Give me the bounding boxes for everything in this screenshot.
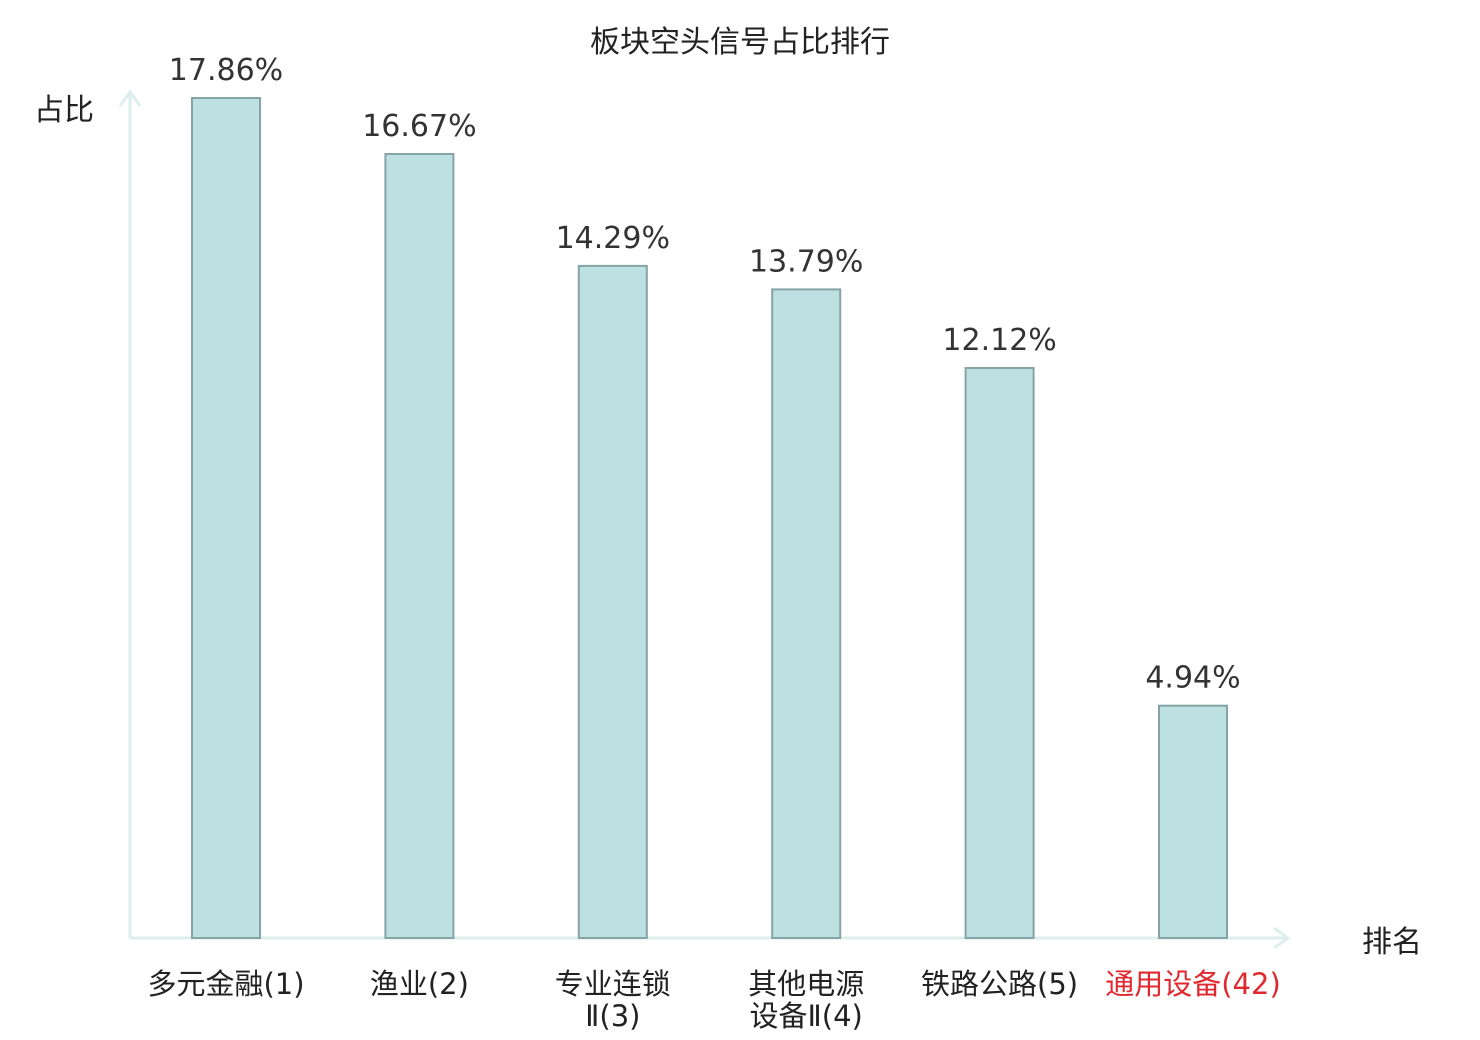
value-label-5: 12.12% [942,323,1056,358]
category-label-4-line-2: 设备Ⅱ(4) [750,999,863,1033]
bar-5 [964,367,1035,939]
category-label-4-line-1: 其他电源 [748,967,864,1001]
category-label-5: 铁路公路(5) [921,967,1078,1001]
value-label-4: 13.79% [749,244,863,279]
value-labels-group: 17.86% 16.67% 14.29% 13.79% 12.12% 4.94% [169,53,1241,696]
value-label-1: 17.86% [169,53,283,88]
bar-4 [771,288,842,939]
bar-6 [1158,704,1228,940]
category-label-3-line-1: 专业连锁 [555,967,671,1001]
bar-1 [191,97,261,939]
category-label-6: 通用设备(42) [1105,967,1281,1001]
value-label-2: 16.67% [362,109,476,144]
bars-group [191,97,1228,940]
value-label-6: 4.94% [1145,661,1240,696]
value-label-3: 14.29% [556,221,670,256]
category-label-3-line-2: Ⅱ(3) [585,999,640,1033]
bar-3 [577,264,648,939]
y-axis-label: 占比 [34,93,94,128]
category-label-1: 多元金融(1) [147,967,304,1001]
y-axis-arrow [118,89,142,107]
category-label-2: 渔业(2) [370,967,469,1001]
chart-title: 板块空头信号占比排行 [590,25,890,60]
bar-2 [384,153,455,939]
x-axis-arrow [1273,926,1291,950]
x-axis-label: 排名 [1362,925,1422,960]
